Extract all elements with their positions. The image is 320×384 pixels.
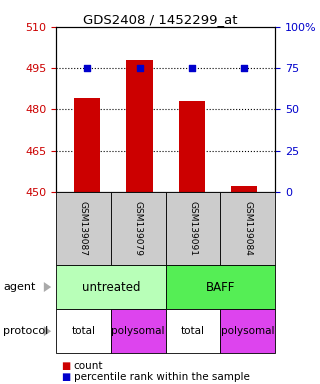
Text: GDS2408 / 1452299_at: GDS2408 / 1452299_at — [83, 13, 237, 26]
Text: total: total — [71, 326, 95, 336]
Text: count: count — [74, 361, 103, 371]
Point — [241, 65, 246, 71]
Bar — [126, 60, 153, 192]
Text: percentile rank within the sample: percentile rank within the sample — [74, 372, 250, 382]
Polygon shape — [44, 282, 51, 292]
Bar — [74, 98, 100, 192]
Text: GSM139079: GSM139079 — [134, 201, 143, 256]
Text: ■: ■ — [61, 372, 70, 382]
Point — [137, 65, 142, 71]
Text: polysomal: polysomal — [111, 326, 165, 336]
Text: GSM139091: GSM139091 — [188, 201, 197, 256]
Point — [189, 65, 194, 71]
Bar — [231, 187, 257, 192]
Text: untreated: untreated — [82, 281, 140, 293]
Text: BAFF: BAFF — [206, 281, 235, 293]
Text: protocol: protocol — [3, 326, 48, 336]
Bar — [179, 101, 205, 192]
Text: agent: agent — [3, 282, 36, 292]
Text: polysomal: polysomal — [221, 326, 275, 336]
Point — [85, 65, 90, 71]
Polygon shape — [44, 326, 51, 336]
Text: ■: ■ — [61, 361, 70, 371]
Text: total: total — [181, 326, 205, 336]
Text: GSM139087: GSM139087 — [79, 201, 88, 256]
Text: GSM139084: GSM139084 — [243, 201, 252, 256]
